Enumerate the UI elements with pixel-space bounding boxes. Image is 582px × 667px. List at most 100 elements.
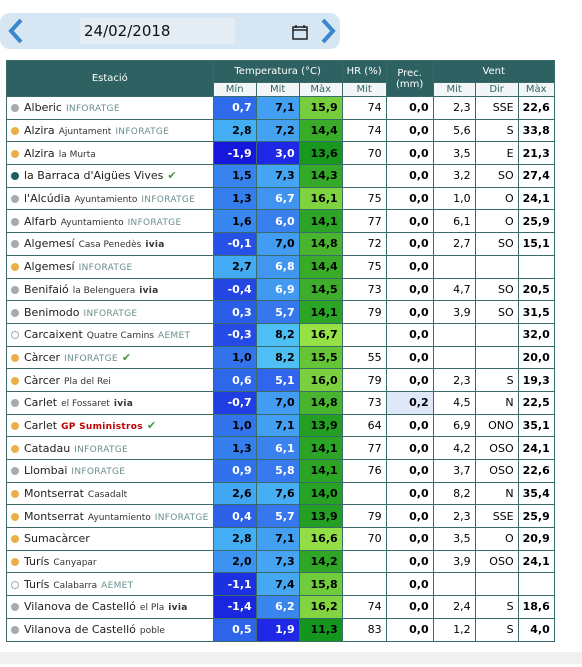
station-brand: INFORATGE: [154, 512, 209, 523]
station-place: Quatre Camins: [86, 331, 154, 342]
temp-avg: 5,8: [255, 459, 300, 483]
wind-dir: SSE: [474, 96, 519, 120]
wind-max: 35,1: [517, 413, 555, 438]
wind-avg: [432, 254, 476, 279]
station-name: Algemesí: [24, 260, 75, 274]
station-row: Montserrat Ayuntamiento INFORATGE 0,4 5,7 13,…: [6, 504, 555, 529]
precipitation: 0,0: [385, 504, 434, 529]
station-name: Alzira: [24, 124, 55, 138]
status-dot: [11, 535, 19, 544]
humidity: 74: [341, 118, 387, 143]
humidity: 79: [341, 300, 387, 324]
calendar-icon[interactable]: [292, 24, 308, 40]
status-dot: [11, 331, 19, 340]
subheader: Màx: [298, 82, 343, 97]
station-place: el Pla: [139, 603, 165, 614]
wind-dir: OSO: [474, 436, 519, 460]
temp-max: 15,8: [298, 572, 343, 597]
wind-avg: 6,1: [432, 209, 476, 234]
humidity: [341, 481, 387, 506]
temp-max: 16,0: [298, 368, 343, 392]
station-row: Benimodo INFORATGE 0,3 5,7 14,1 79 0,0 3,9 SO 31,…: [6, 300, 555, 324]
prev-day[interactable]: [6, 17, 26, 45]
temp-avg: 6,8: [255, 254, 300, 279]
wind-dir: O: [474, 527, 519, 551]
precipitation: 0,0: [385, 572, 434, 597]
wind-max: 4,0: [517, 617, 555, 642]
temp-max: 14,3: [298, 164, 343, 188]
wind-avg: [432, 345, 476, 370]
station-cell: Carcaixent Quatre Camins AEMET: [6, 322, 214, 347]
wind-dir: N: [474, 390, 519, 415]
status-dot: [11, 172, 19, 181]
station-place: la Murta: [58, 149, 96, 160]
station-place: Pla del Rei: [64, 376, 111, 387]
station-brand: INFORATGE: [71, 467, 126, 478]
date-field[interactable]: 24/02/2018: [80, 18, 308, 44]
temp-max: 14,4: [298, 254, 343, 279]
humidity: 70: [341, 527, 387, 551]
wind-max: 27,4: [517, 164, 555, 188]
next-day[interactable]: [318, 17, 338, 45]
humidity: 76: [341, 459, 387, 483]
wind-max: 25,9: [517, 504, 555, 529]
date-selector: 24/02/2018: [0, 13, 340, 49]
station-brand: INFORATGE: [115, 127, 170, 138]
station-row: Algemesí INFORATGE 2,7 6,8 14,4 75 0,0: [6, 254, 555, 279]
station-cell: Alzira la Murta: [6, 141, 214, 166]
temp-avg: 7,0: [255, 390, 300, 415]
humidity: 75: [341, 254, 387, 279]
station-place: Casadalt: [87, 490, 128, 501]
wind-avg: 2,4: [432, 595, 476, 619]
temp-max: 14,1: [298, 459, 343, 483]
station-name: Alzira: [24, 146, 55, 160]
wind-dir: OSO: [474, 459, 519, 483]
temp-min: 0,5: [212, 617, 257, 642]
temp-max: 13,6: [298, 141, 343, 166]
station-name: Càrcer: [24, 350, 61, 364]
temp-avg: 6,2: [255, 595, 300, 619]
station-row: Alfarb Ayuntamiento INFORATGE 1,6 6,0 14,1 77 0…: [6, 209, 555, 234]
humidity: 75: [341, 186, 387, 211]
temp-avg: 7,1: [255, 413, 300, 438]
station-name: Turís: [24, 577, 50, 591]
scrollbar[interactable]: [0, 652, 582, 664]
temp-min: 1,3: [212, 436, 257, 460]
status-dot: [11, 195, 19, 204]
station-name: Montserrat: [24, 487, 84, 501]
table-body: Alberic INFORATGE 0,7 7,1 15,9 74 0,0 2,3 SSE 22,…: [6, 96, 555, 642]
temp-max: 15,9: [298, 96, 343, 120]
wind-max: 25,9: [517, 209, 555, 234]
temp-max: 14,0: [298, 481, 343, 506]
temp-min: -1,9: [212, 141, 257, 166]
status-dot: [11, 285, 19, 294]
temp-avg: 7,0: [255, 232, 300, 256]
temp-min: -0,4: [212, 277, 257, 302]
precipitation: 0,0: [385, 595, 434, 619]
station-place: Ayuntamiento: [60, 217, 124, 228]
status-dot: [11, 467, 19, 476]
wind-dir: [474, 345, 519, 370]
humidity: 73: [341, 277, 387, 302]
station-cell: Vilanova de Castelló el Pla ivia: [6, 595, 214, 619]
wind-avg: 3,5: [432, 141, 476, 166]
temp-avg: 6,9: [255, 277, 300, 302]
station-cell: Montserrat Casadalt: [6, 481, 214, 506]
status-dot: [11, 603, 19, 612]
temp-avg: 7,6: [255, 481, 300, 506]
humidity: 79: [341, 368, 387, 392]
station-name: Alberic: [24, 101, 62, 115]
station-cell: la Barraca d'Aigües Vives ✔: [6, 164, 214, 188]
station-place: Ayuntamiento: [87, 512, 151, 523]
wind-max: 32,0: [517, 322, 555, 347]
status-dot: [11, 444, 19, 453]
station-row: Alberic INFORATGE 0,7 7,1 15,9 74 0,0 2,3 SSE 22,…: [6, 96, 555, 120]
station-row: Vilanova de Castelló poble 0,5 1,9 11,3 83 0,0…: [6, 617, 555, 642]
station-brand: INFORATGE: [83, 308, 138, 319]
station-name: Carlet: [24, 396, 58, 410]
precipitation: 0,0: [385, 300, 434, 324]
temp-min: 1,6: [212, 209, 257, 234]
wind-max: 20,9: [517, 527, 555, 551]
temp-max: 16,7: [298, 322, 343, 347]
wind-max: 18,6: [517, 595, 555, 619]
